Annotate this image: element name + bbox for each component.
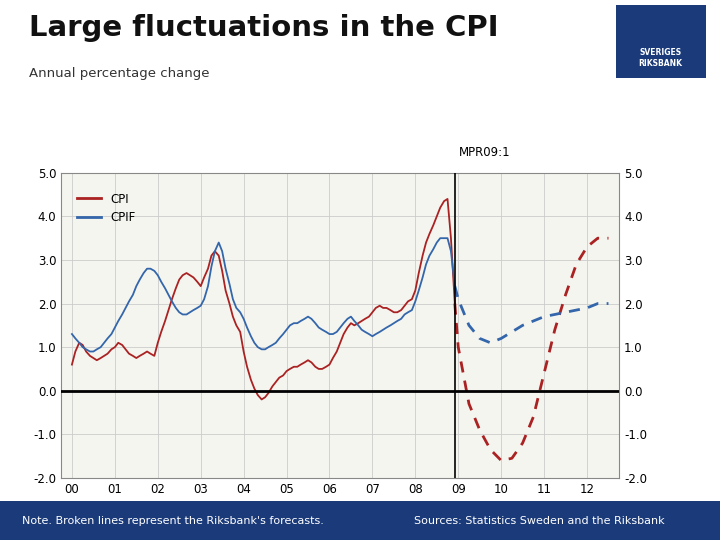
Text: Note. Broken lines represent the Riksbank's forecasts.: Note. Broken lines represent the Riksban… <box>22 516 323 525</box>
Text: Annual percentage change: Annual percentage change <box>29 68 210 80</box>
Text: MPR09:1: MPR09:1 <box>459 146 510 159</box>
Legend: CPI, CPIF: CPI, CPIF <box>73 188 140 229</box>
Text: Sources: Statistics Sweden and the Riksbank: Sources: Statistics Sweden and the Riksb… <box>414 516 665 525</box>
Text: Large fluctuations in the CPI: Large fluctuations in the CPI <box>29 14 498 42</box>
Text: SVERIGES
RIKSBANK: SVERIGES RIKSBANK <box>639 48 683 68</box>
